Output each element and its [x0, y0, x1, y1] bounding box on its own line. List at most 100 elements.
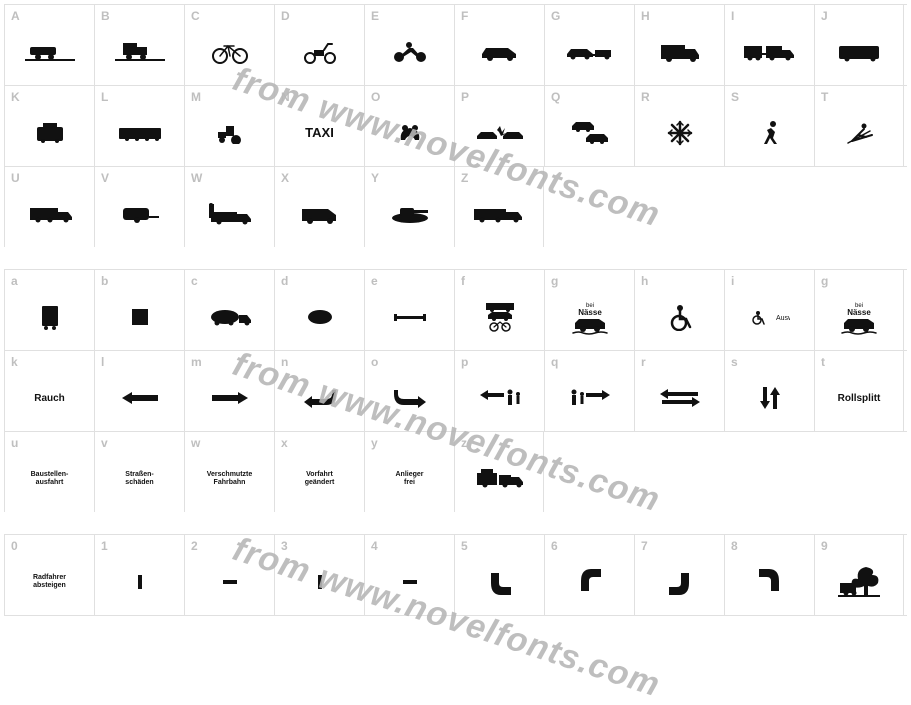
glyph-cell: b	[94, 270, 184, 350]
glyph-row: abcdefgbeiNässehiAusweisgbeiNässe	[4, 269, 907, 350]
glyph-text: Rollsplitt	[836, 393, 883, 404]
cell-key: C	[191, 9, 200, 23]
oval-icon	[306, 308, 334, 326]
cell-key: k	[11, 355, 18, 369]
arrow-left-people-icon	[478, 387, 522, 409]
cell-key: y	[371, 436, 378, 450]
square-icon	[129, 306, 151, 328]
cell-key: g	[821, 274, 828, 288]
container-truck-icon	[26, 204, 74, 224]
glyph-cell: q	[544, 351, 634, 431]
glyph-content	[635, 535, 724, 615]
cell-key: A	[11, 9, 20, 23]
glyph-cell: I	[724, 5, 814, 85]
moped-icon	[300, 40, 340, 64]
glyph-cell: T	[814, 86, 904, 166]
corner-bl-icon	[667, 569, 693, 595]
glyph-content	[455, 5, 544, 85]
cell-key: 4	[371, 539, 378, 553]
cell-key: 6	[551, 539, 558, 553]
glyph-cell: l	[94, 351, 184, 431]
glyph-cell: iAusweis	[724, 270, 814, 350]
glyph-content	[725, 351, 814, 431]
glyph-cell: G	[544, 5, 634, 85]
cell-key: b	[101, 274, 108, 288]
glyph-text: Vorfahrtgeändert	[303, 471, 337, 486]
glyph-row: ABCDEFGHIJ	[4, 4, 907, 85]
cars-passing-icon	[568, 120, 612, 146]
glyph-cell: O	[364, 86, 454, 166]
cell-key: 0	[11, 539, 18, 553]
glyph-content	[725, 5, 814, 85]
skier-icon	[844, 121, 874, 145]
glyph-cell: M	[184, 86, 274, 166]
glyph-cell: D	[274, 5, 364, 85]
glyph-cell: k Rauch	[4, 351, 94, 431]
box-truck-icon	[657, 41, 703, 63]
bus-icon	[835, 42, 883, 62]
cell-key: w	[191, 436, 200, 450]
glyph-cell: H	[634, 5, 724, 85]
frog-icon	[395, 122, 425, 144]
glyph-content: Anliegerfrei	[365, 432, 454, 512]
glyph-cell: P	[454, 86, 544, 166]
cell-key: P	[461, 90, 469, 104]
glyph-content	[95, 351, 184, 431]
cell-key: i	[731, 274, 734, 288]
cell-key: e	[371, 274, 378, 288]
cell-key: p	[461, 355, 468, 369]
cell-key: R	[641, 90, 650, 104]
cell-key: z	[461, 436, 467, 450]
glyph-text: Rauch	[32, 393, 67, 404]
tank-icon	[388, 204, 432, 224]
cell-key: c	[191, 274, 198, 288]
glyph-content	[275, 535, 364, 615]
glyph-cell: L	[94, 86, 184, 166]
cell-key: T	[821, 90, 828, 104]
tick-h-icon	[221, 577, 239, 587]
cell-key: s	[731, 355, 738, 369]
glyph-cell: uBaustellen-ausfahrt	[4, 432, 94, 512]
glyph-cell: r	[634, 351, 724, 431]
tram-icon	[31, 121, 69, 145]
glyph-content	[5, 270, 94, 350]
camper-icon	[298, 203, 342, 225]
cell-key: 9	[821, 539, 828, 553]
glyph-content: Straßen-schäden	[95, 432, 184, 512]
glyph-cell: t Rollsplitt	[814, 351, 904, 431]
glyph-text: VerschmutzteFahrbahn	[205, 471, 255, 486]
glyph-cell: J	[814, 5, 904, 85]
glyph-content	[635, 351, 724, 431]
glyph-cell: h	[634, 270, 724, 350]
arrow-left-icon	[120, 390, 160, 406]
glyph-cell: F	[454, 5, 544, 85]
glyph-content	[455, 535, 544, 615]
tick-v-icon	[135, 573, 145, 591]
glyph-cell: n	[274, 351, 364, 431]
glyph-cell: W	[184, 167, 274, 247]
glyph-cell: 8	[724, 535, 814, 615]
glyph-content	[455, 351, 544, 431]
cell-key: X	[281, 171, 289, 185]
caravan-icon	[119, 204, 161, 224]
glyph-cell: 6	[544, 535, 634, 615]
glyph-cell: 7	[634, 535, 724, 615]
truck-long-icon	[472, 205, 526, 223]
corner-br-icon	[487, 569, 513, 595]
glyph-cell: p	[454, 351, 544, 431]
glyph-content	[275, 351, 364, 431]
glyph-content	[185, 535, 274, 615]
cell-key: 8	[731, 539, 738, 553]
truck-trailer-icon	[742, 42, 798, 62]
cell-key: r	[641, 355, 646, 369]
glyph-cell: xVorfahrtgeändert	[274, 432, 364, 512]
glyph-row: KLMNTAXIOPQRST	[4, 85, 907, 166]
glyph-content	[815, 535, 903, 615]
glyph-text: Straßen-schäden	[123, 471, 155, 486]
glyph-cell: E	[364, 5, 454, 85]
glyph-cell: Z	[454, 167, 544, 247]
cell-key: t	[821, 355, 825, 369]
glyph-row: 0Radfahrerabsteigen123456789	[4, 534, 907, 616]
glyph-content	[455, 270, 544, 350]
glyph-cell: e	[364, 270, 454, 350]
